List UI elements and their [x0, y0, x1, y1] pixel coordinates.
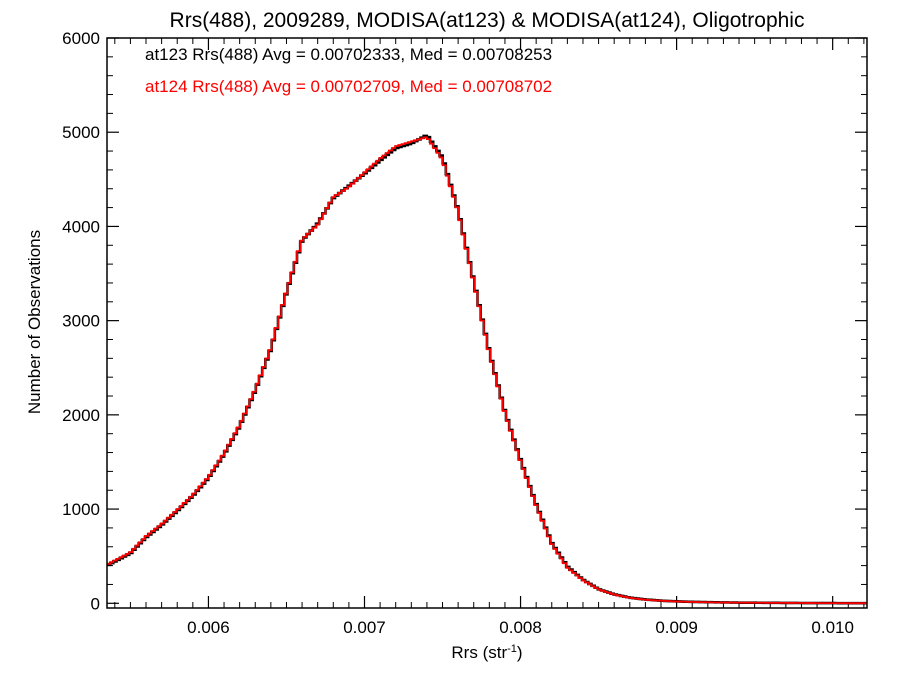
series-group [107, 134, 867, 605]
series-at123-line [107, 134, 867, 605]
plot-frame [106, 37, 868, 609]
x-tick-label: 0.010 [811, 618, 854, 637]
y-tick-label: 1000 [62, 500, 100, 519]
series-at124-line [107, 136, 867, 605]
chart-title: Rrs(488), 2009289, MODISA(at123) & MODIS… [170, 9, 805, 32]
y-tick-label: 4000 [62, 217, 100, 236]
y-tick-label: 0 [91, 594, 100, 613]
x-tick-label: 0.008 [499, 618, 542, 637]
y-axis-title: Number of Observations [25, 230, 44, 414]
x-tick-label: 0.007 [343, 618, 386, 637]
y-tick-label: 6000 [62, 29, 100, 48]
x-tick-label: 0.009 [655, 618, 698, 637]
x-tick-label: 0.006 [187, 618, 230, 637]
axis-ticks: 0 1000 2000 3000 4000 5000 6000 0.006 0.007 0.008… [62, 29, 867, 637]
y-tick-label: 3000 [62, 312, 100, 331]
y-tick-label: 5000 [62, 123, 100, 142]
annotation-at123: at123 Rrs(488) Avg = 0.00702333, Med = 0… [145, 45, 552, 64]
annotation-at124: at124 Rrs(488) Avg = 0.00702709, Med = 0… [145, 77, 552, 96]
x-axis-title: Rrs (str-1) [451, 643, 522, 662]
y-tick-label: 2000 [62, 406, 100, 425]
